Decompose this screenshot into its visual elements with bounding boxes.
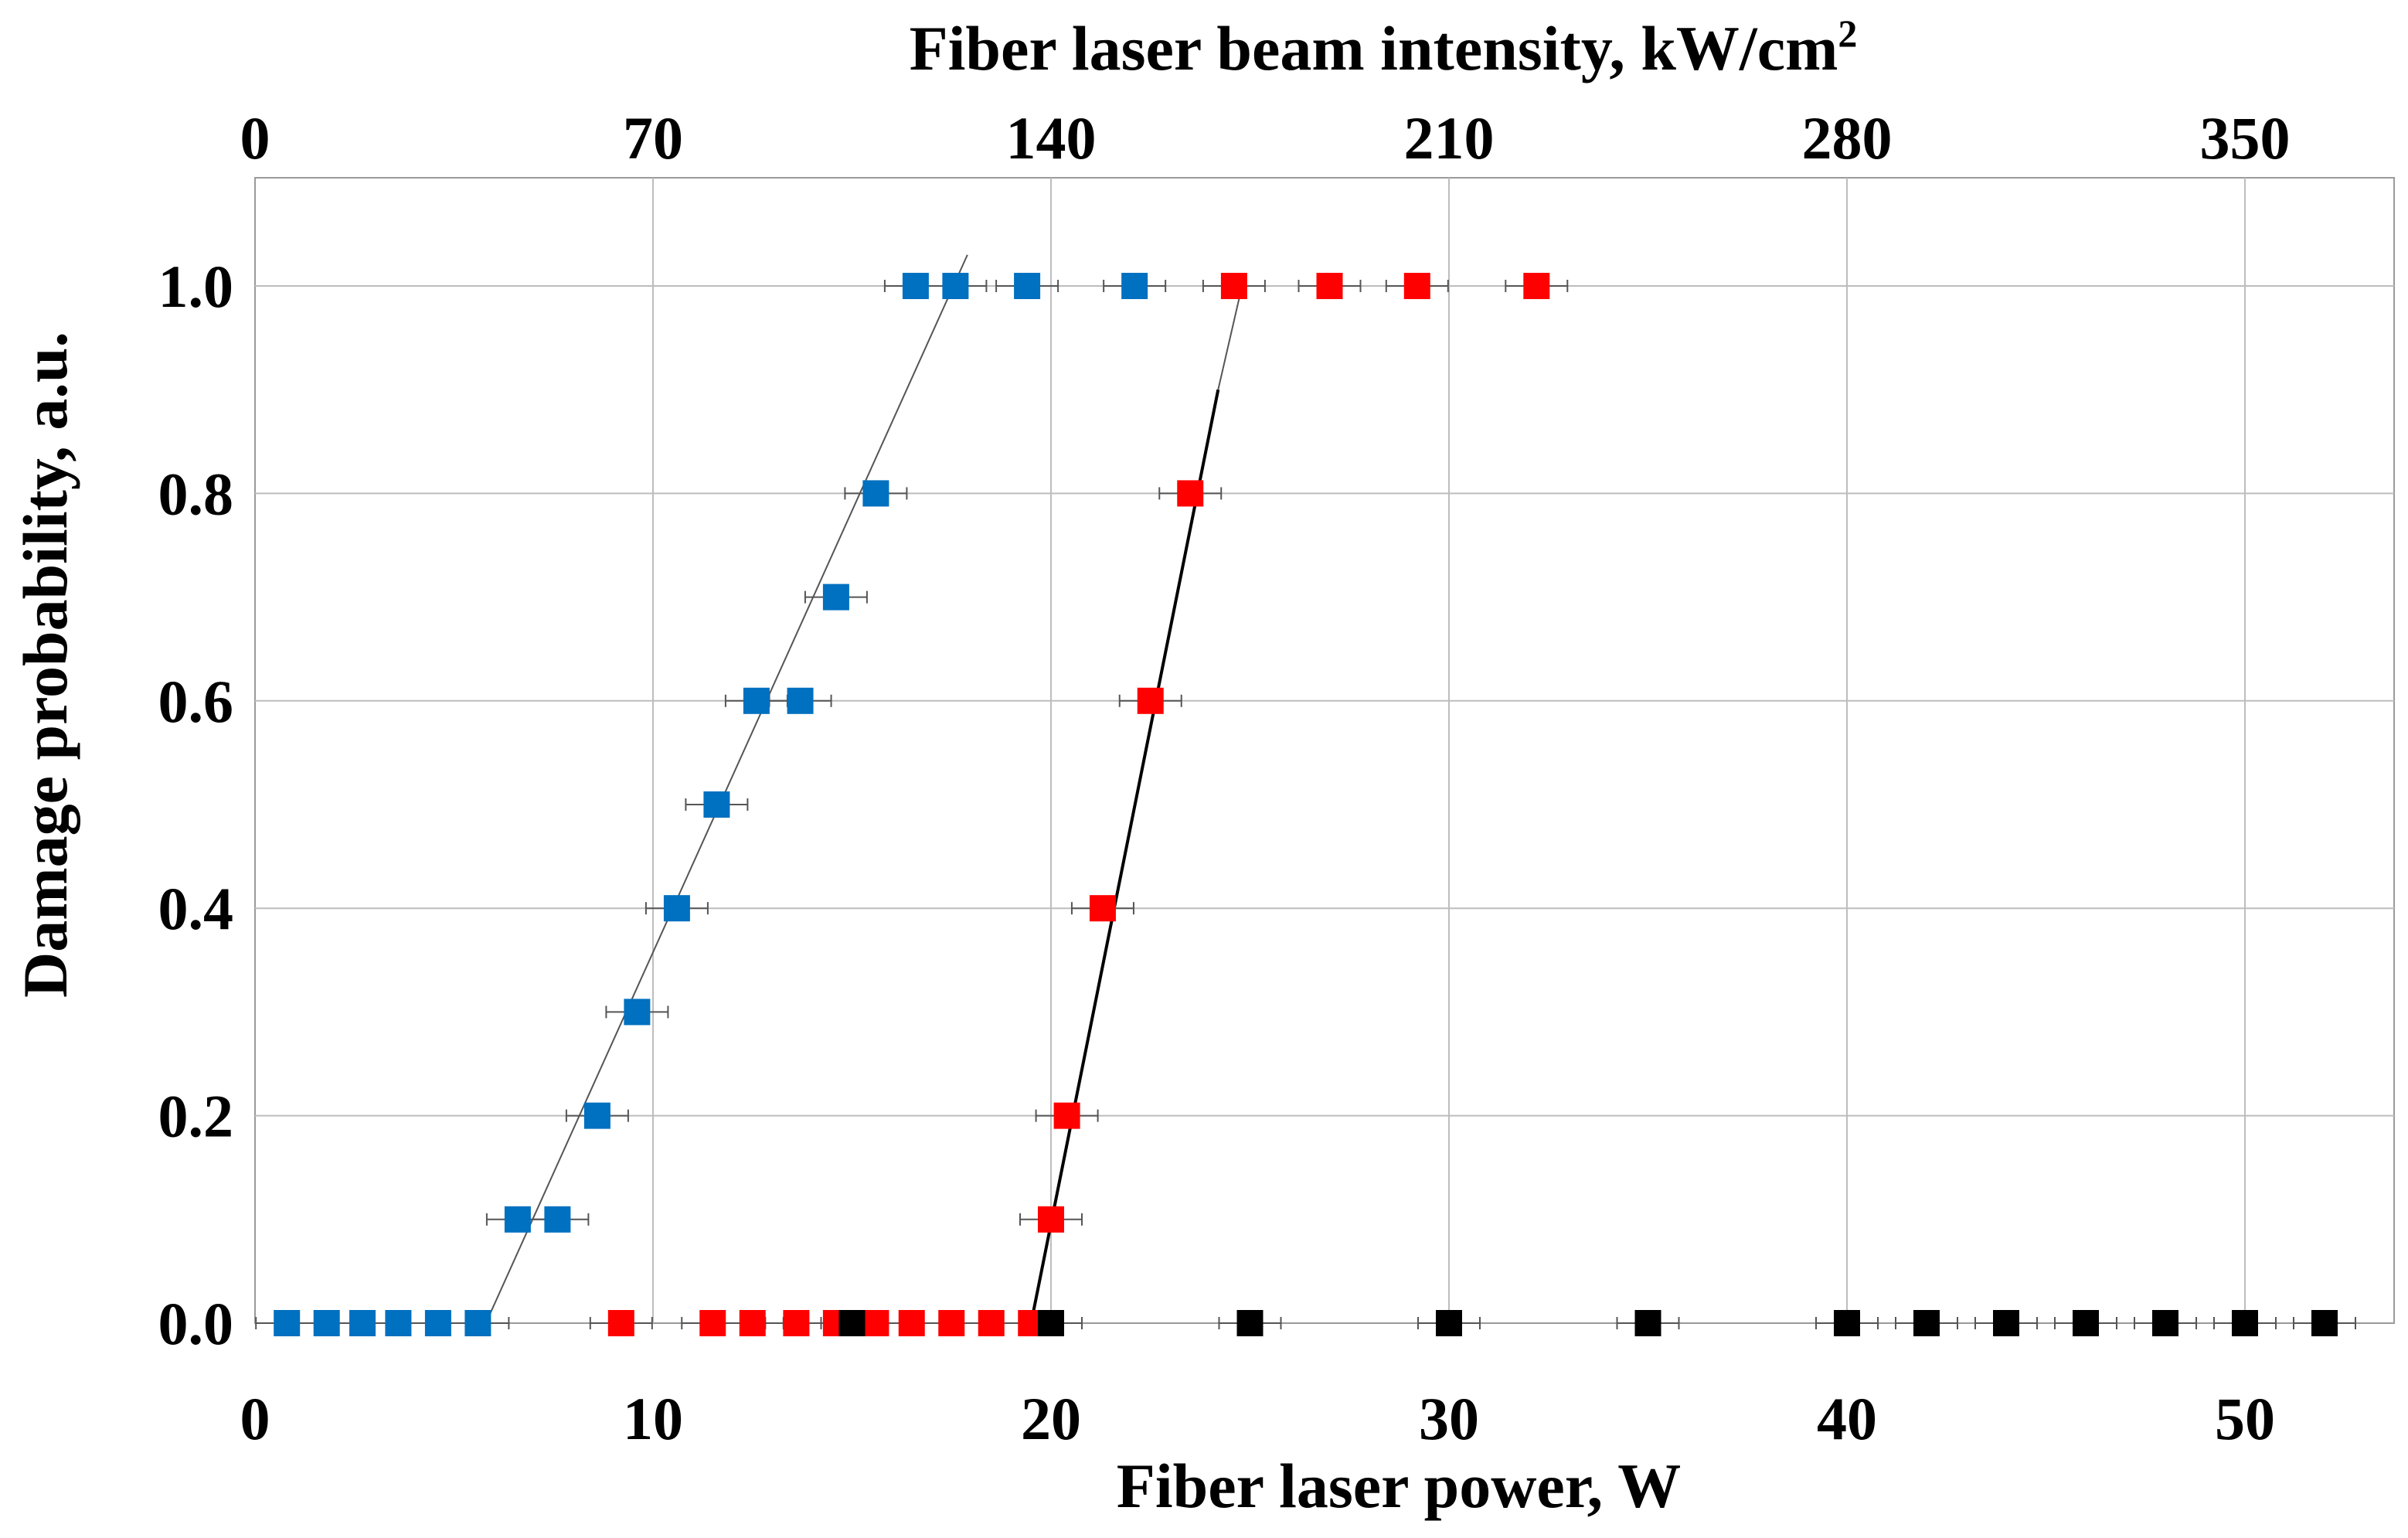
tick-labels: 0 10 20 30 40 50 0 70 140 210 280 350 0.0 0.2 0.4 0.6 0.… xyxy=(158,104,2291,1452)
y-tick-label: 1.0 xyxy=(158,253,234,320)
point-black xyxy=(1634,1310,1661,1336)
fit-lines xyxy=(485,254,1243,1324)
point-black xyxy=(2311,1310,2338,1336)
x-tick-label: 0 xyxy=(240,1385,270,1452)
point-red xyxy=(1038,1206,1064,1233)
point-red xyxy=(1523,273,1550,299)
y-tick-label: 0.2 xyxy=(158,1083,234,1150)
y-tick-label: 0.4 xyxy=(158,875,234,942)
point-blue xyxy=(743,687,770,714)
x2-tick-label: 210 xyxy=(1404,104,1495,172)
point-red xyxy=(1220,273,1247,299)
x-axis-title: Fiber laser power, W xyxy=(1117,1451,1681,1521)
x2-axis-title-superscript: 2 xyxy=(1838,12,1857,55)
x2-tick-label: 0 xyxy=(240,104,270,172)
point-red xyxy=(938,1310,965,1336)
plot-frame xyxy=(254,177,2395,1324)
point-black xyxy=(1436,1310,1462,1336)
point-blue xyxy=(504,1206,531,1233)
point-red xyxy=(1177,480,1204,507)
point-blue xyxy=(942,273,969,299)
point-blue xyxy=(464,1310,491,1336)
point-blue xyxy=(274,1310,301,1336)
point-blue xyxy=(349,1310,376,1336)
point-black xyxy=(1913,1310,1940,1336)
point-black xyxy=(838,1310,866,1336)
x2-tick-label: 280 xyxy=(1802,104,1893,172)
y-tick-label: 0.0 xyxy=(158,1290,234,1357)
point-black xyxy=(1038,1310,1064,1336)
point-blue xyxy=(1014,273,1041,299)
point-red xyxy=(978,1310,1005,1336)
point-blue xyxy=(544,1206,571,1233)
x2-tick-label: 350 xyxy=(2200,104,2291,172)
point-blue xyxy=(787,687,814,714)
grid-layer xyxy=(254,177,2395,1324)
x-tick-label: 40 xyxy=(1817,1385,1877,1452)
point-red xyxy=(783,1310,810,1336)
point-black xyxy=(1993,1310,2019,1336)
point-blue xyxy=(902,273,929,299)
y-tick-label: 0.8 xyxy=(158,460,234,527)
x2-tick-label: 140 xyxy=(1006,104,1097,172)
point-red xyxy=(607,1310,634,1336)
point-blue xyxy=(624,999,651,1026)
point-red xyxy=(1089,895,1116,922)
point-blue xyxy=(862,480,889,507)
x-tick-label: 20 xyxy=(1021,1385,1081,1452)
point-blue xyxy=(703,791,730,818)
point-black xyxy=(1834,1310,1860,1336)
point-red xyxy=(739,1310,766,1336)
x2-axis-title: Fiber laser beam intensity, kW/cm2 xyxy=(910,12,1858,83)
point-blue xyxy=(1121,273,1148,299)
y-axis-title: Damage probability, a.u. xyxy=(10,332,80,998)
error-bars xyxy=(255,280,2356,1329)
point-black xyxy=(2232,1310,2258,1336)
x2-tick-label: 70 xyxy=(623,104,683,172)
y-tick-label: 0.6 xyxy=(158,668,234,735)
fit-line-extension-red xyxy=(1217,285,1243,390)
x-tick-label: 10 xyxy=(623,1385,683,1452)
point-red xyxy=(862,1310,889,1336)
point-red xyxy=(1316,273,1343,299)
point-red xyxy=(1403,273,1430,299)
point-blue xyxy=(313,1310,340,1336)
point-red xyxy=(1053,1102,1080,1129)
point-red xyxy=(898,1310,925,1336)
point-red xyxy=(699,1310,726,1336)
point-red xyxy=(1137,687,1164,714)
point-blue xyxy=(822,584,849,611)
point-blue xyxy=(583,1102,611,1129)
fit-line-blue xyxy=(485,254,968,1324)
point-black xyxy=(2073,1310,2099,1336)
point-blue xyxy=(663,895,690,922)
fit-line-red xyxy=(1029,389,1220,1324)
x-tick-label: 30 xyxy=(1419,1385,1479,1452)
point-blue xyxy=(385,1310,412,1336)
point-black xyxy=(2152,1310,2178,1336)
point-blue xyxy=(424,1310,451,1336)
x2-axis-title-text: Fiber laser beam intensity, kW/cm xyxy=(910,13,1838,83)
data-markers xyxy=(274,273,2338,1336)
x-tick-label: 50 xyxy=(2215,1385,2275,1452)
point-black xyxy=(1236,1310,1264,1336)
